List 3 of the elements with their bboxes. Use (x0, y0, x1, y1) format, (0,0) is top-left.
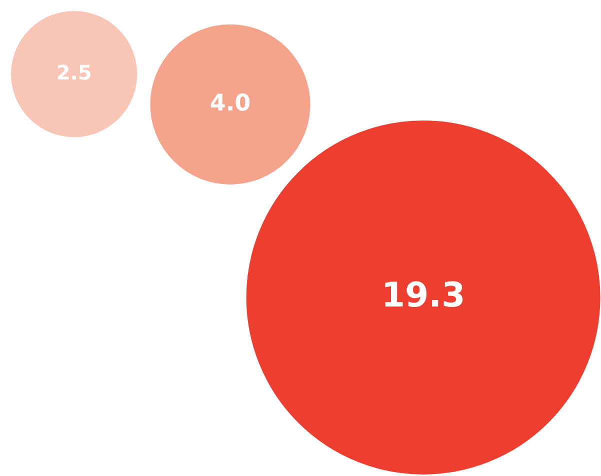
data-label: 2.5 (56, 60, 92, 84)
data-label: 19.3 (381, 275, 466, 316)
data-label: 4.0 (210, 90, 251, 116)
